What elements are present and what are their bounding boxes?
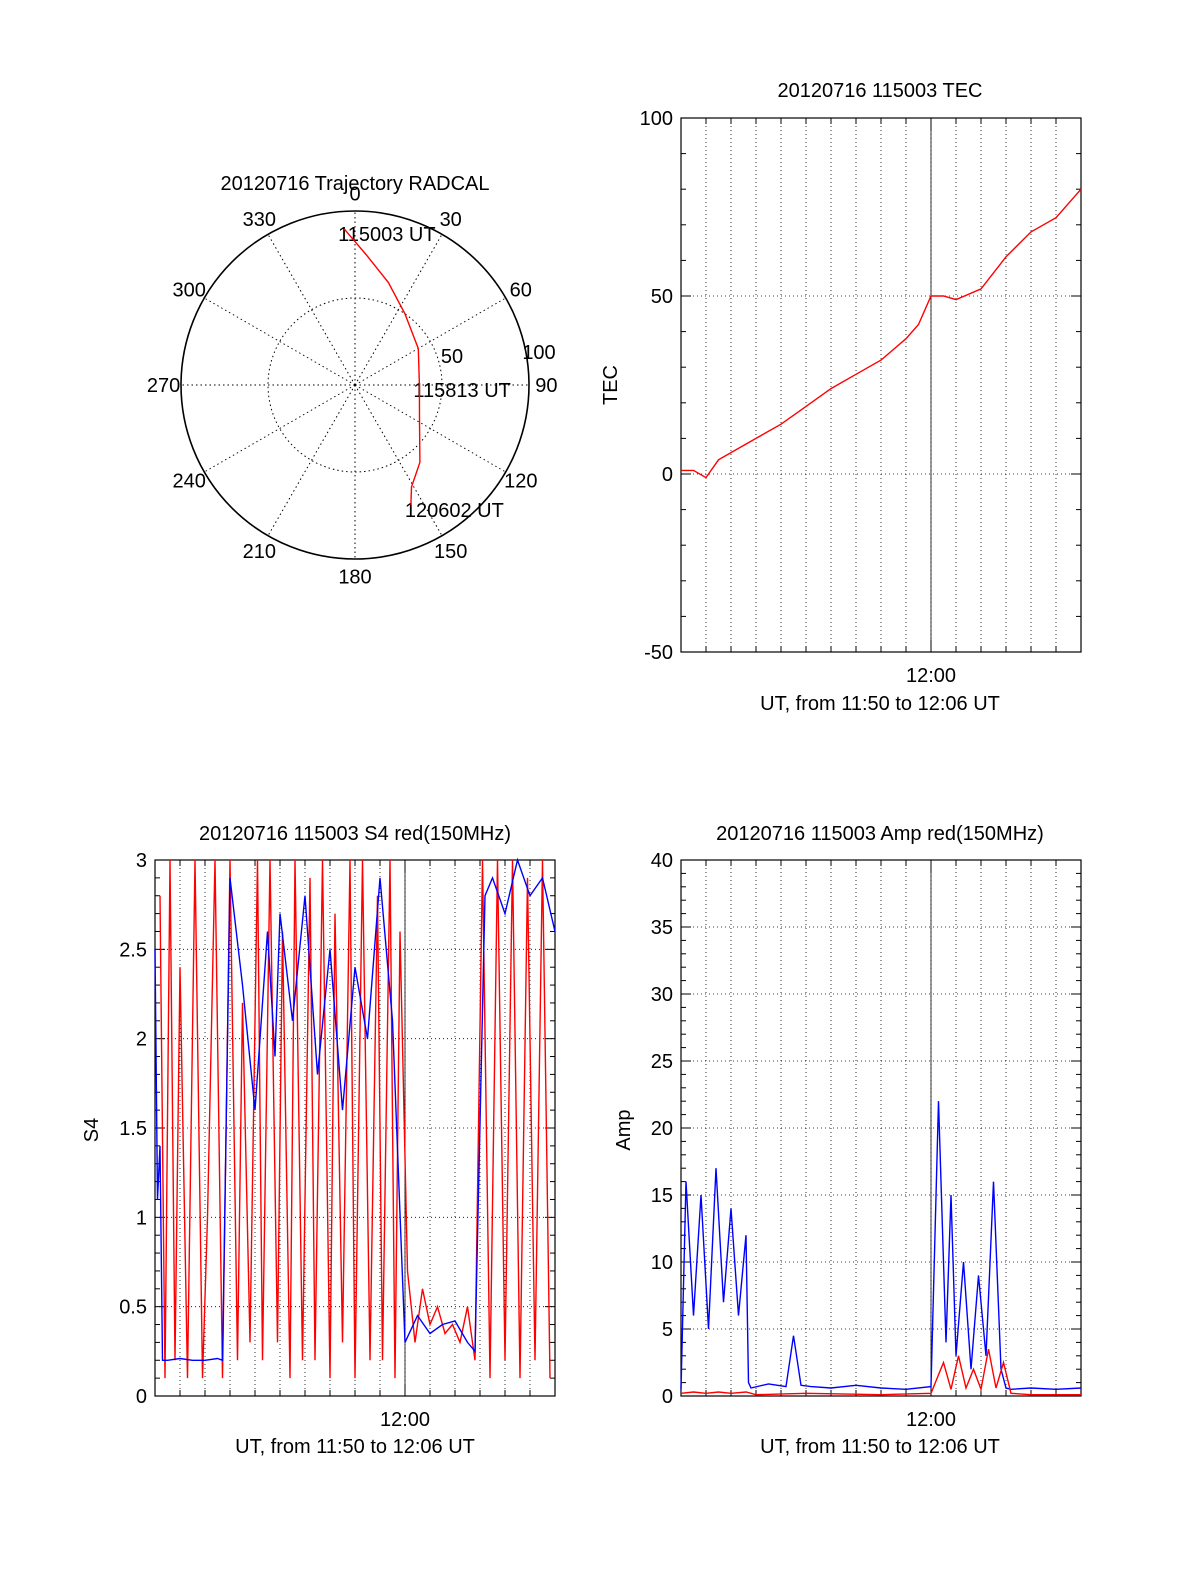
amp-ytick-label: 15: [651, 1185, 673, 1207]
amp-xlabel: UT, from 11:50 to 12:06 UT: [760, 1436, 1000, 1458]
tec-ytick-label: 100: [640, 108, 673, 130]
trajectory-spoke: [354, 234, 443, 386]
amp-series: [680, 1101, 1082, 1396]
trajectory-series: [343, 228, 421, 505]
tec-ytick-label: 0: [662, 464, 673, 486]
tec-ticks: -50 0 50 100 12:00: [640, 108, 1082, 687]
trajectory-azimuth-label: 120: [504, 471, 537, 493]
tec-ylabel: TEC: [600, 365, 622, 405]
trajectory-spoke: [267, 384, 356, 536]
amp-ytick-label: 40: [651, 850, 673, 872]
s4-ytick-label: 0: [136, 1386, 147, 1408]
amp-title: 20120716 115003 Amp red(150MHz): [716, 823, 1044, 845]
tec-ytick-label: -50: [644, 642, 673, 664]
s4-series: [154, 857, 556, 1379]
amp-plot-frame: [680, 859, 1082, 1397]
trajectory-spoke: [267, 234, 356, 386]
trajectory-panel: 20120716 Trajectory RADCAL 0 30 60 90 120 150…: [147, 173, 558, 588]
s4-ytick-label: 2.5: [119, 939, 147, 961]
amp-ytick-label: 30: [651, 984, 673, 1006]
trajectory-radial-label: 50: [441, 346, 463, 368]
amp-ticks: 0 5 10 15 20 25 30 35 40 12:00: [651, 850, 1082, 1431]
s4-ylabel: S4: [81, 1118, 103, 1142]
trajectory-series-line-0: [343, 228, 421, 505]
s4-xtick-label: 12:00: [380, 1409, 430, 1431]
trajectory-time-annotation: 115003 UT: [338, 224, 435, 246]
trajectory-outer-circle: [180, 210, 530, 560]
trajectory-spoke: [204, 384, 356, 473]
s4-ytick-label: 1: [136, 1207, 147, 1229]
trajectory-time-annotation: 120602 UT: [405, 500, 504, 522]
s4-ytick-label: 1.5: [119, 1118, 147, 1140]
trajectory-grid: [180, 210, 530, 560]
amp-ytick-label: 10: [651, 1252, 673, 1274]
tec-panel: 20120716 115003 TEC TEC UT, from 11:50 t…: [600, 80, 1082, 715]
trajectory-azimuth-label: 240: [173, 471, 206, 493]
tec-grid: [681, 118, 1081, 652]
trajectory-azimuth-label: 0: [349, 184, 360, 206]
tec-title: 20120716 115003 TEC: [778, 80, 983, 102]
amp-ytick-label: 0: [662, 1386, 673, 1408]
tec-series: [681, 188, 1082, 479]
trajectory-spoke: [354, 297, 506, 386]
amp-xtick-label: 12:00: [906, 1409, 956, 1431]
s4-ytick-label: 0.5: [119, 1297, 147, 1319]
tec-ytick-label: 50: [651, 286, 673, 308]
trajectory-azimuth-label: 270: [147, 375, 180, 397]
tec-xlabel: UT, from 11:50 to 12:06 UT: [760, 693, 1000, 715]
amp-panel: 20120716 115003 Amp red(150MHz) Amp UT, …: [613, 823, 1082, 1458]
amp-ytick-label: 5: [662, 1319, 673, 1341]
tec-xtick-label: 12:00: [906, 665, 956, 687]
trajectory-spoke: [354, 384, 443, 536]
trajectory-azimuth-label: 30: [440, 209, 462, 231]
tec-plot-frame: [680, 117, 1082, 653]
amp-ytick-label: 35: [651, 917, 673, 939]
s4-xlabel: UT, from 11:50 to 12:06 UT: [235, 1436, 475, 1458]
trajectory-azimuth-label: 90: [535, 375, 557, 397]
s4-ytick-label: 2: [136, 1029, 147, 1051]
trajectory-azimuth-label: 180: [338, 566, 371, 588]
amp-ytick-label: 25: [651, 1051, 673, 1073]
s4-series-line-0: [159, 859, 551, 1379]
trajectory-azimuth-label: 300: [173, 279, 206, 301]
tec-series-line-0: [681, 188, 1082, 479]
s4-series-line-1: [154, 857, 556, 1362]
s4-panel: 20120716 115003 S4 red(150MHz) S4 UT, fr…: [81, 823, 556, 1458]
trajectory-spoke: [354, 384, 506, 473]
amp-ylabel: Amp: [613, 1109, 635, 1150]
trajectory-spoke: [204, 297, 356, 386]
trajectory-azimuth-label: 150: [434, 541, 467, 563]
amp-series-line-1: [680, 1348, 1081, 1396]
trajectory-time-annotation: 115813 UT: [413, 380, 510, 402]
trajectory-azimuth-label: 60: [510, 279, 532, 301]
s4-ticks: 0 0.5 1 1.5 2 2.5 3 12:00: [119, 850, 556, 1431]
trajectory-radial-label: 100: [522, 342, 555, 364]
amp-grid: [681, 860, 1081, 1396]
s4-title: 20120716 115003 S4 red(150MHz): [199, 823, 511, 845]
s4-ytick-label: 3: [136, 850, 147, 872]
amp-series-line-0: [680, 1101, 1082, 1391]
trajectory-title: 20120716 Trajectory RADCAL: [220, 173, 489, 195]
amp-ytick-label: 20: [651, 1118, 673, 1140]
trajectory-azimuth-label: 330: [243, 209, 276, 231]
trajectory-azimuth-label: 210: [243, 541, 276, 563]
s4-plot-frame: [154, 859, 556, 1397]
trajectory-labels: 0 30 60 90 120 150 180 210 240 270 300 330 50 100 1150…: [147, 184, 558, 589]
